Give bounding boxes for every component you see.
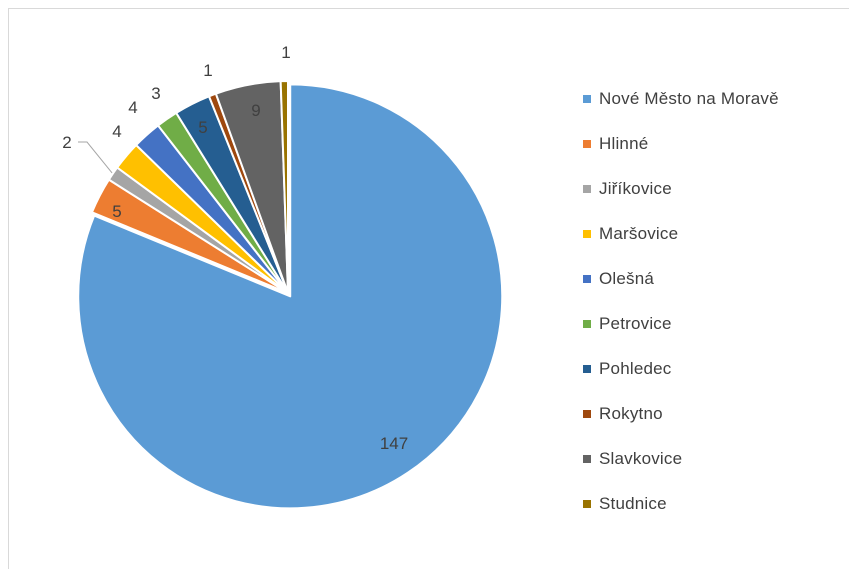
legend-label: Petrovice — [599, 313, 672, 333]
legend-item-studnice: Studnice — [583, 481, 779, 526]
legend-swatch — [583, 499, 591, 508]
data-label-marsovice: 4 — [112, 122, 121, 141]
legend-swatch — [583, 229, 591, 238]
pie-slice-studnice — [279, 80, 289, 294]
legend-item-pohledec: Pohledec — [583, 346, 779, 391]
data-label-slavkovice: 9 — [251, 101, 260, 120]
data-label-hlinne: 5 — [112, 202, 121, 221]
leader-lines — [78, 141, 113, 174]
legend-swatch — [583, 94, 591, 103]
data-label-jirikovice: 2 — [62, 133, 71, 152]
legend-swatch — [583, 364, 591, 373]
legend-item-hlinne: Hlinné — [583, 121, 779, 166]
legend-label: Jiříkovice — [599, 178, 672, 198]
legend-item-slavkovice: Slavkovice — [583, 436, 779, 481]
data-label-petrovice: 3 — [151, 84, 160, 103]
data-label-pohledec: 5 — [198, 118, 207, 137]
data-label-rokytno: 1 — [203, 61, 212, 80]
legend-item-olesna: Olešná — [583, 256, 779, 301]
pie-slices — [77, 80, 504, 510]
chart-area — [8, 8, 849, 569]
legend-swatch — [583, 274, 591, 283]
data-label-olesna: 4 — [128, 98, 137, 117]
data-label-studnice: 1 — [281, 43, 290, 62]
legend-swatch — [583, 139, 591, 148]
legend-swatch — [583, 184, 591, 193]
legend-label: Hlinné — [599, 133, 649, 153]
legend-label: Rokytno — [599, 403, 663, 423]
data-label-nove-mesto-na-morave: 147 — [380, 434, 408, 453]
legend-swatch — [583, 319, 591, 328]
legend-swatch — [583, 454, 591, 463]
chart-legend: Nové Město na Moravě Hlinné Jiříkovice Marš… — [583, 76, 779, 526]
legend-item-jirikovice: Jiříkovice — [583, 166, 779, 211]
pie-slice-nove-mesto-na-morave — [77, 83, 504, 510]
leader-line-jirikovice — [78, 141, 113, 174]
legend-label: Slavkovice — [599, 448, 683, 468]
legend-label: Maršovice — [599, 223, 679, 243]
legend-item-marsovice: Maršovice — [583, 211, 779, 256]
legend-item-petrovice: Petrovice — [583, 301, 779, 346]
legend-label: Olešná — [599, 268, 655, 288]
legend-item-rokytno: Rokytno — [583, 391, 779, 436]
legend-item-nove-mesto-na-morave: Nové Město na Moravě — [583, 76, 779, 121]
legend-label: Nové Město na Moravě — [599, 88, 779, 108]
legend-label: Studnice — [599, 493, 667, 513]
legend-swatch — [583, 409, 591, 418]
legend-label: Pohledec — [599, 358, 672, 378]
